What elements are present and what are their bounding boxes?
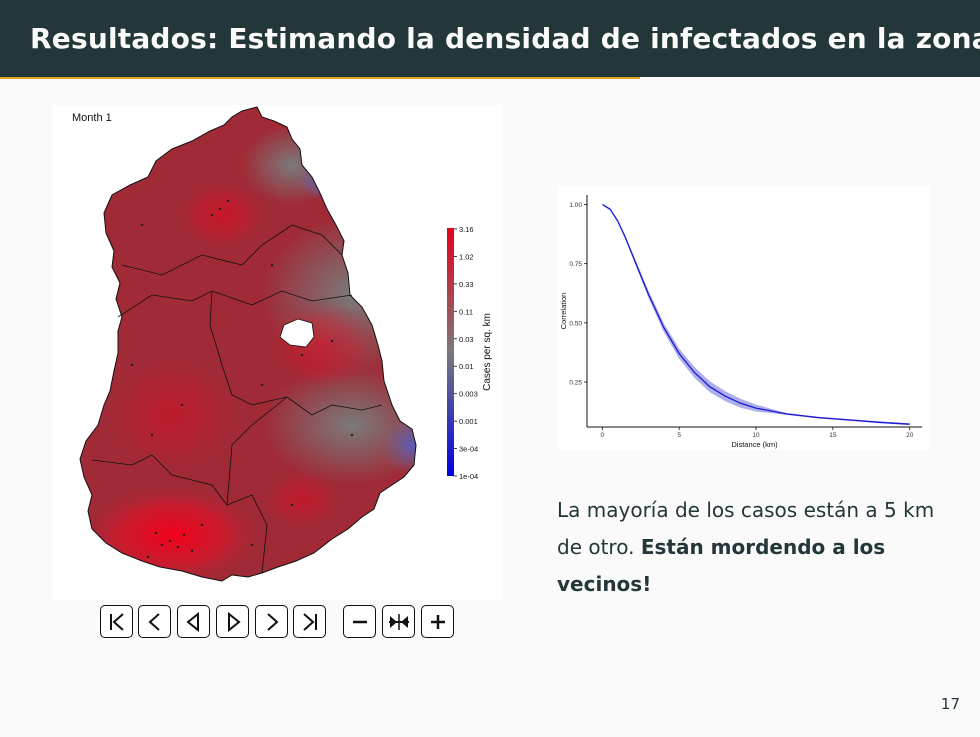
triangle-left-icon: [185, 611, 199, 632]
legend-tick-label: 3.16: [459, 225, 474, 234]
reset-speed-icon: [388, 613, 409, 630]
slide-title: Resultados: Estimando la densidad de inf…: [30, 22, 980, 55]
slide-body-text: La mayoría de los casos están a 5 km de …: [557, 492, 937, 603]
state-border: [121, 224, 343, 276]
slide-header: Resultados: Estimando la densidad de inf…: [0, 0, 980, 77]
legend-tick-label: 0.001: [459, 417, 478, 426]
y-axis-ticks: 1.00 0.75 0.50 0.25: [569, 202, 587, 387]
legend-tick-label: 1e-04: [459, 472, 478, 481]
confidence-band: [602, 203, 910, 426]
body-text-bold: Están mordendo a los vecinos!: [557, 535, 886, 596]
legend-title: Cases per sq. km: [482, 313, 493, 391]
legend-tick-label: 0.01: [459, 362, 474, 371]
legend-tick-label: 0.11: [459, 307, 473, 316]
map-outline: [79, 106, 417, 582]
plus-icon: [430, 614, 445, 629]
play-forward-button[interactable]: [216, 605, 249, 638]
legend-colorbar: [447, 228, 454, 476]
x-tick-label: 0: [601, 432, 605, 439]
correlation-chart-figure: 0 5 10 15 20 1.00 0.75 0.50 0.25 Distance (km) …: [557, 185, 929, 450]
x-tick-label: 10: [752, 432, 760, 439]
state-border: [226, 396, 288, 506]
y-tick-label: 0.75: [569, 261, 582, 268]
chevron-left-icon: [147, 612, 160, 631]
state-border: [209, 290, 383, 416]
header-accent-line: [0, 77, 640, 79]
density-map-figure: Month 1: [52, 105, 502, 600]
y-tick-label: 0.50: [569, 320, 582, 327]
density-map: 3.16 1.02 0.33 0.11 0.03 0.01 0.003 0.001 3e-04 1…: [79, 106, 493, 582]
legend-tick-label: 0.03: [459, 335, 474, 344]
x-tick-label: 15: [829, 432, 837, 439]
correlation-chart: 0 5 10 15 20 1.000.750.500.25 Distance (km) …: [559, 195, 922, 449]
legend-ticks: 3.16 1.02 0.33 0.11 0.03 0.01 0.003 0.001 3e-04 1…: [454, 225, 478, 481]
x-tick-label: 20: [906, 432, 914, 439]
case-points: [130, 199, 354, 559]
previous-frame-button[interactable]: [138, 605, 171, 638]
x-axis-ticks: 0 5 10 15 20: [601, 427, 914, 439]
slower-button[interactable]: [343, 605, 376, 638]
page-number: 17: [940, 695, 960, 713]
x-tick-label: 5: [677, 432, 681, 439]
reset-speed-button[interactable]: [382, 605, 415, 638]
play-reverse-button[interactable]: [177, 605, 210, 638]
berlin-area: [279, 318, 315, 348]
faster-button[interactable]: [421, 605, 454, 638]
body-text-plain: La mayoría de los casos están a 5 km de …: [557, 498, 935, 559]
first-frame-button[interactable]: [100, 605, 133, 638]
state-border: [91, 454, 268, 574]
triangle-right-icon: [227, 611, 241, 632]
chevron-right-icon: [266, 612, 279, 631]
minus-icon: [352, 620, 367, 623]
x-axis-label: Distance (km): [731, 440, 778, 449]
y-tick-label: 0.25: [569, 380, 582, 387]
y-axis-label: Correlation: [559, 293, 568, 330]
next-frame-button[interactable]: [255, 605, 288, 638]
last-frame-button[interactable]: [293, 605, 326, 638]
skip-to-last-icon: [302, 612, 317, 631]
skip-to-first-icon: [109, 612, 124, 631]
legend-tick-label: 0.33: [459, 280, 474, 289]
legend-tick-label: 0.003: [459, 390, 478, 399]
legend-tick-label: 3e-04: [459, 445, 478, 454]
legend-tick-label: 1.02: [459, 252, 474, 261]
y-tick-label: 1.00: [569, 202, 582, 209]
correlation-line: [602, 203, 910, 425]
state-border: [117, 290, 353, 318]
map-month-label: Month 1: [72, 112, 112, 124]
